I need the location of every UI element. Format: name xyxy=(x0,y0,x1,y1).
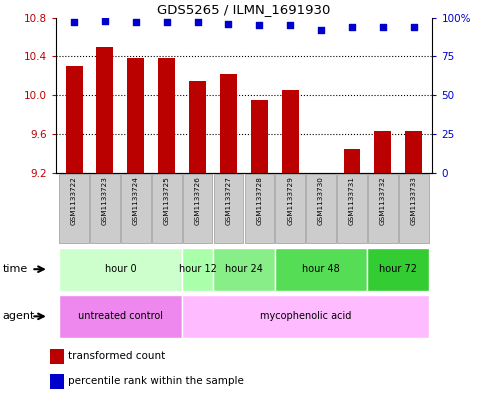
FancyBboxPatch shape xyxy=(152,174,182,243)
Text: GSM1133724: GSM1133724 xyxy=(133,176,139,225)
FancyBboxPatch shape xyxy=(213,248,275,291)
Text: percentile rank within the sample: percentile rank within the sample xyxy=(68,376,243,386)
FancyBboxPatch shape xyxy=(121,174,151,243)
Text: hour 48: hour 48 xyxy=(302,264,340,274)
Text: hour 0: hour 0 xyxy=(105,264,136,274)
Text: transformed count: transformed count xyxy=(68,351,165,361)
Point xyxy=(194,19,201,26)
FancyBboxPatch shape xyxy=(368,174,398,243)
Bar xyxy=(97,47,114,173)
Point xyxy=(410,24,418,30)
Point xyxy=(70,19,78,26)
Bar xyxy=(50,349,64,364)
Bar xyxy=(158,59,175,173)
FancyBboxPatch shape xyxy=(399,174,428,243)
FancyBboxPatch shape xyxy=(182,248,213,291)
Bar xyxy=(128,59,144,173)
Text: GSM1133728: GSM1133728 xyxy=(256,176,262,225)
Text: GSM1133731: GSM1133731 xyxy=(349,176,355,225)
FancyBboxPatch shape xyxy=(213,174,243,243)
Text: GSM1133723: GSM1133723 xyxy=(102,176,108,225)
Bar xyxy=(251,100,268,173)
Text: GSM1133722: GSM1133722 xyxy=(71,176,77,225)
FancyBboxPatch shape xyxy=(275,248,368,291)
Point xyxy=(101,18,109,24)
FancyBboxPatch shape xyxy=(182,295,429,338)
Point xyxy=(132,19,140,26)
Text: GSM1133727: GSM1133727 xyxy=(226,176,231,225)
Point xyxy=(379,24,387,30)
Bar xyxy=(220,74,237,173)
FancyBboxPatch shape xyxy=(58,248,182,291)
Point xyxy=(163,19,170,26)
Bar xyxy=(50,374,64,389)
FancyBboxPatch shape xyxy=(306,174,336,243)
Point xyxy=(286,22,294,29)
Text: GSM1133732: GSM1133732 xyxy=(380,176,386,225)
Bar xyxy=(405,131,422,173)
Bar xyxy=(374,131,391,173)
Point xyxy=(348,24,356,30)
Text: GSM1133726: GSM1133726 xyxy=(195,176,200,225)
Text: GSM1133729: GSM1133729 xyxy=(287,176,293,225)
Title: GDS5265 / ILMN_1691930: GDS5265 / ILMN_1691930 xyxy=(157,4,330,17)
Bar xyxy=(313,173,329,175)
FancyBboxPatch shape xyxy=(183,174,213,243)
FancyBboxPatch shape xyxy=(244,174,274,243)
Text: hour 72: hour 72 xyxy=(379,264,417,274)
Text: hour 24: hour 24 xyxy=(225,264,263,274)
FancyBboxPatch shape xyxy=(368,248,429,291)
Text: GSM1133733: GSM1133733 xyxy=(411,176,417,225)
Bar xyxy=(189,81,206,173)
Point xyxy=(317,27,325,33)
Text: GSM1133725: GSM1133725 xyxy=(164,176,170,225)
Bar xyxy=(343,149,360,173)
Point xyxy=(225,21,232,27)
Text: GSM1133730: GSM1133730 xyxy=(318,176,324,225)
FancyBboxPatch shape xyxy=(90,174,120,243)
FancyBboxPatch shape xyxy=(58,295,182,338)
FancyBboxPatch shape xyxy=(337,174,367,243)
Text: time: time xyxy=(2,264,28,274)
Bar xyxy=(66,66,83,173)
Text: mycophenolic acid: mycophenolic acid xyxy=(260,311,351,321)
Text: agent: agent xyxy=(2,311,35,321)
Bar xyxy=(282,90,298,173)
FancyBboxPatch shape xyxy=(275,174,305,243)
FancyBboxPatch shape xyxy=(59,174,89,243)
Point xyxy=(256,22,263,29)
Text: hour 12: hour 12 xyxy=(179,264,216,274)
Text: untreated control: untreated control xyxy=(78,311,163,321)
